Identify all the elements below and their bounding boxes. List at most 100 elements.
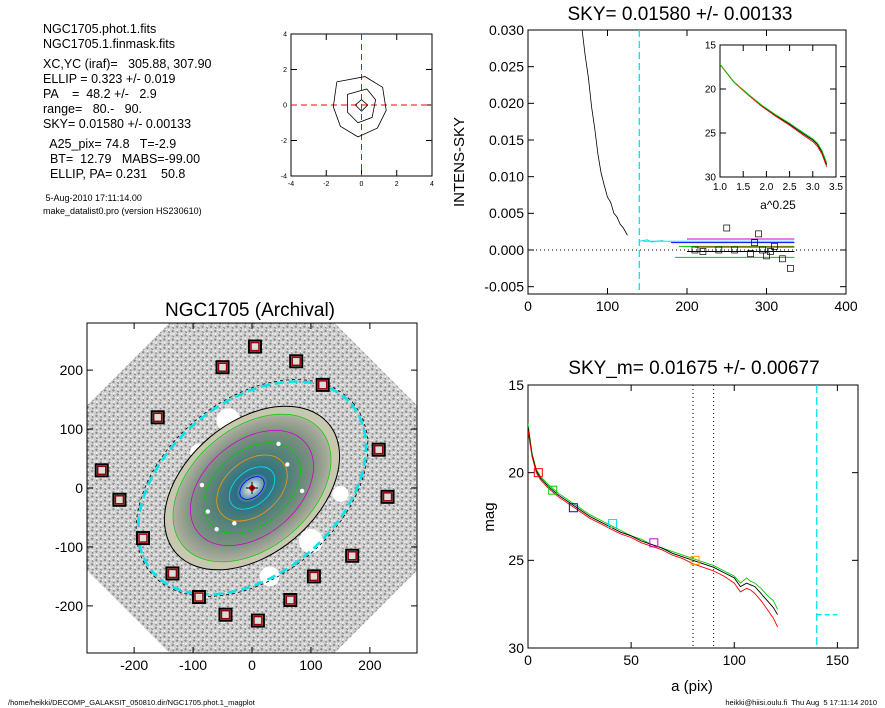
- image-xtick-label: 0: [248, 657, 256, 673]
- image-title: NGC1705 (Archival): [165, 300, 335, 321]
- mag-ytick-label: 20: [508, 465, 524, 481]
- mag-frame: [527, 384, 859, 649]
- sky-box-inner: [347, 551, 357, 561]
- sky-box: [191, 590, 206, 605]
- mag-marker: [690, 555, 700, 565]
- galaxy-isophote: [190, 429, 314, 547]
- mag-plot-ylabel: mag: [481, 502, 498, 531]
- inset-xtick-label: 1.0: [713, 182, 727, 193]
- sky-xtick-label: 0: [524, 298, 532, 314]
- sky-box-inner: [114, 495, 125, 505]
- sky-box: [150, 410, 165, 425]
- inset-ytick-label: 15: [705, 41, 717, 52]
- sky-box: [94, 463, 109, 478]
- sky-ytick-label: 0.015: [489, 132, 524, 148]
- thumb-ytick-label: -2: [281, 138, 287, 145]
- sky-box-inner: [382, 492, 393, 502]
- mag-marker: [608, 519, 618, 529]
- position-angle: PA = 48.2 +/- 2.9: [43, 87, 157, 101]
- magnitude-profile-chart: 0 50 100 150 15 20 25 30: [508, 377, 859, 668]
- sky-box: [247, 339, 262, 354]
- thumb-ytick-label: 0: [283, 102, 287, 109]
- ellipticity: ELLIP = 0.323 +/- 0.019: [43, 72, 176, 86]
- sky-cyan-profile: [639, 239, 664, 243]
- star-mask: [285, 462, 290, 467]
- star-mask: [232, 521, 237, 526]
- sky-box-marker: [779, 255, 786, 263]
- mag-profile-line: [528, 423, 779, 610]
- thumb-contour: [355, 99, 369, 112]
- footer-path: /home/heikki/DECOMP_GALAKSIT_050810.dir/…: [8, 698, 255, 707]
- sky-plot-title: SKY= 0.01580 +/- 0.00133: [567, 4, 792, 25]
- sky-box: [112, 492, 127, 507]
- mag-marker: [649, 538, 659, 548]
- sky-box: [345, 548, 360, 563]
- star-mask: [276, 441, 281, 447]
- file-name: NGC1705.phot.1.fits: [43, 22, 157, 36]
- sky-ytick-label: 0.010: [489, 169, 524, 185]
- thumb-xtick-label: -2: [323, 181, 329, 188]
- sky-box-inner: [285, 595, 296, 605]
- sky-box: [250, 613, 265, 628]
- sky-box-inner: [96, 465, 107, 476]
- sky-box-inner: [194, 592, 204, 602]
- image-ytick-label: 200: [60, 362, 84, 378]
- sky-box-marker: [763, 252, 770, 260]
- outer-fit-ellipse: [136, 380, 368, 596]
- sky-profile-chart: 0 100 200 300 400 -0.005 0.000 0.005 0.010 0.015 0…: [484, 22, 858, 314]
- image-xtick-label: -100: [179, 657, 207, 673]
- inset-frame: [719, 44, 837, 178]
- a25-line: A25_pix= 74.8 T=-2.9: [43, 137, 177, 151]
- mag-plot-xlabel: a (pix): [671, 678, 713, 695]
- sky-box: [218, 607, 233, 622]
- mag-ytick-label: 15: [508, 377, 524, 393]
- inset-xtick-label: 3.0: [806, 182, 820, 193]
- thumb-xtick-label: 0: [360, 181, 364, 188]
- sky-box-marker: [771, 242, 778, 250]
- masked-region: [332, 485, 349, 502]
- mag-xtick-label: 0: [524, 652, 532, 668]
- thumb-ytick-label: 2: [283, 67, 287, 74]
- sky-xtick-label: 100: [596, 298, 620, 314]
- inset-xlabel: a^0.25: [760, 198, 796, 212]
- sky-value: SKY= 0.01580 +/- 0.00133: [43, 117, 192, 131]
- sky-xtick-label: 400: [834, 298, 858, 314]
- image-xtick-label: 200: [358, 657, 382, 673]
- program-name: make_datalist0.pro (version HS230610): [43, 206, 202, 216]
- sky-ytick-label: 0.025: [489, 59, 524, 75]
- thumb-ytick-label: -4: [281, 173, 287, 180]
- sky-box-inner: [250, 341, 260, 352]
- sky-box-marker: [723, 224, 731, 232]
- inset-profile-line: [720, 64, 828, 168]
- outer-fit-ellipse-dark: [135, 379, 369, 597]
- image-ytick-label: 100: [60, 421, 84, 437]
- inset-ytick-label: 20: [705, 85, 717, 96]
- star-mask: [214, 527, 219, 532]
- sky-box-marker: [691, 246, 699, 254]
- image-xtick-label: 100: [299, 657, 323, 673]
- sky-box-marker: [786, 264, 794, 272]
- sky-box-marker: [747, 250, 754, 258]
- sky-profile-line: [581, 30, 628, 236]
- mag-xtick-label: 150: [826, 652, 850, 668]
- sky-box: [315, 377, 330, 392]
- sky-box: [371, 442, 386, 457]
- sky-box-marker: [731, 246, 739, 254]
- mag-marker: [548, 485, 558, 495]
- mag-xtick-label: 50: [623, 652, 639, 668]
- contour-thumbnail: -4 -2 0 2 4 -4 -2 0 2 4: [281, 31, 434, 188]
- masked-region: [298, 529, 323, 554]
- mag-profile-line: [528, 430, 779, 628]
- sky-box-marker: [755, 230, 762, 238]
- sky-box: [306, 569, 321, 584]
- masked-region: [259, 566, 280, 587]
- galaxy-isophote: [228, 466, 276, 510]
- image-xtick-label: -200: [120, 657, 148, 673]
- sky-box-marker: [759, 246, 766, 254]
- date-stamp: 5-Aug-2010 17:11:14.00: [43, 193, 142, 203]
- mag-profile-line: [528, 427, 778, 615]
- sky-box-inner: [291, 356, 301, 367]
- star-mask: [199, 482, 205, 488]
- sky-box: [135, 531, 150, 546]
